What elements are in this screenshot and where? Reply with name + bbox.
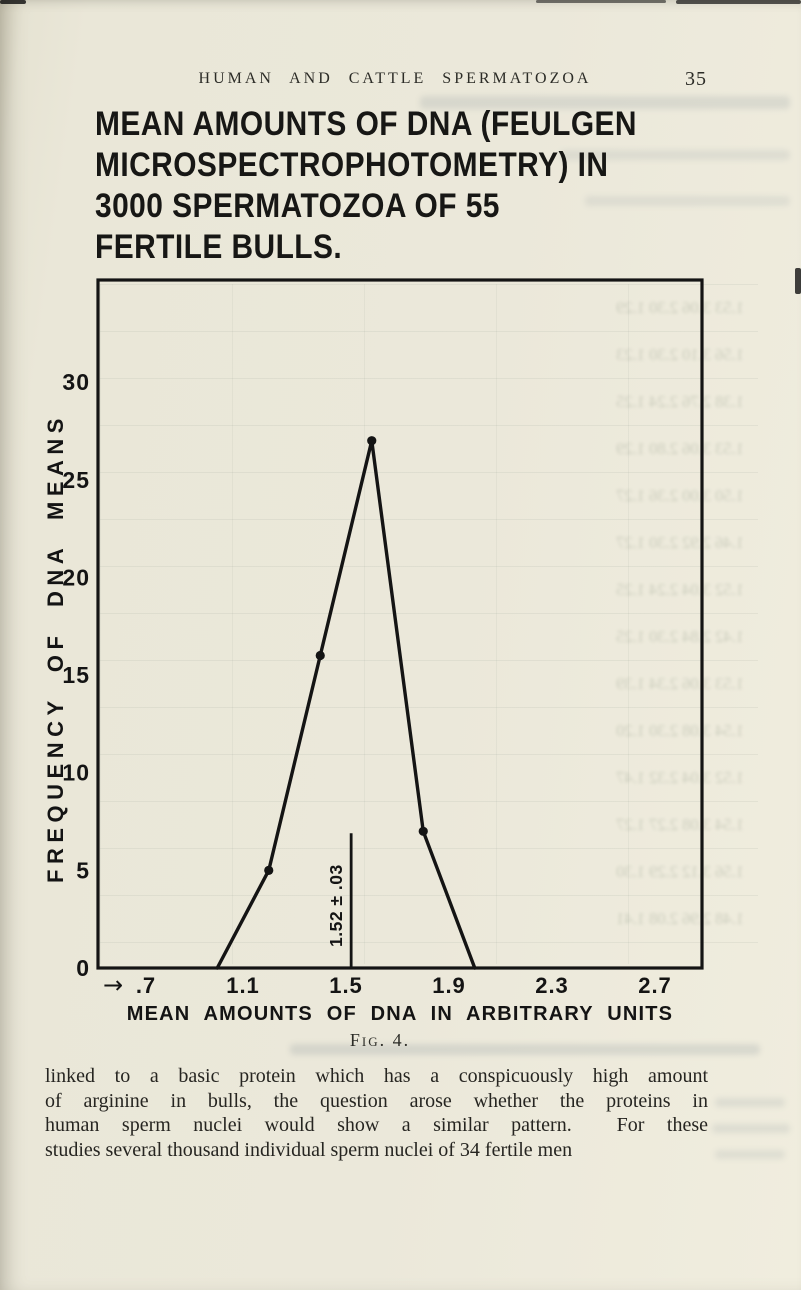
figure-caption: Fig. 4. [349,1030,411,1050]
x-tick-label: 1.9 [432,973,466,998]
body-line: studies several thousand individual sper… [45,1138,573,1161]
page-number: 35 [685,68,707,90]
x-tick-label: 1.1 [226,973,260,998]
figure-title-line: MICROSPECTROPHOTOMETRY) IN [95,146,609,184]
x-tick-label: 2.7 [638,973,672,998]
x-tick-label: 1.5 [329,973,363,998]
y-tick-label: 20 [62,564,90,590]
bleed-through-smudge [560,150,790,160]
data-point-marker [367,436,377,446]
y-axis-label: FREQUENCY OF DNA MEANS [43,413,68,883]
x-axis-label: MEAN AMOUNTS OF DNA IN ARBITRARY UNITS [127,1003,673,1025]
figure-chart: 0 5 10 15 20 25 30 .7 1.1 1.5 1.9 2.3 2.7 → FREQUEN… [43,278,704,1025]
scan-artifact [536,0,666,3]
running-head: HUMAN AND CATTLE SPERMATOZOA [198,70,592,87]
y-tick-label: 10 [62,760,90,786]
body-paragraph: linked to a basic protein which has a co… [45,1064,708,1162]
y-axis-tick-labels: 0 5 10 15 20 25 30 [62,369,90,981]
body-line: of arginine in bulls, the question arose… [45,1089,708,1112]
bleed-through-smudge [712,1124,790,1133]
data-point-marker [315,650,325,661]
x-axis-arrow-icon: → [103,971,123,999]
scan-artifact [0,0,26,4]
figure-title-line: 3000 SPERMATOZOA OF 55 [95,187,500,225]
figure-title-line: MEAN AMOUNTS OF DNA (FEULGEN [95,105,637,143]
x-tick-label: 2.3 [535,973,569,998]
bleed-through-smudge [420,96,790,109]
page-header: HUMAN AND CATTLE SPERMATOZOA 35 [45,68,707,94]
frequency-polygon-line [215,440,477,970]
figure-title: MEAN AMOUNTS OF DNA (FEULGEN MICROSPECTR… [95,104,641,268]
plot-frame [96,278,704,970]
body-line: linked to a basic protein which has a co… [45,1065,708,1087]
x-tick-label: .7 [136,973,156,998]
bleed-through-smudge [585,196,790,206]
bleed-through-smudge [715,1098,785,1107]
scan-artifact [795,268,801,294]
y-tick-label: 5 [76,857,90,883]
bleed-through-smudge [715,1150,785,1159]
body-line: human sperm nuclei would show a similar … [45,1114,708,1136]
figure-title-line: FERTILE BULLS. [95,228,343,266]
scan-artifact [676,0,801,4]
data-point-marker [264,865,274,875]
y-tick-label: 0 [76,955,90,981]
data-point-marker [418,826,428,836]
x-axis-tick-labels: .7 1.1 1.5 1.9 2.3 2.7 [136,973,672,998]
bleed-through-smudge [290,1044,760,1055]
mean-annotation: 1.52 ± .03 [326,833,353,968]
mean-value-label: 1.52 ± .03 [326,864,346,947]
y-tick-label: 25 [62,467,90,493]
y-tick-label: 30 [62,369,90,395]
y-tick-label: 15 [62,662,90,688]
frequency-polygon-series [215,436,477,970]
